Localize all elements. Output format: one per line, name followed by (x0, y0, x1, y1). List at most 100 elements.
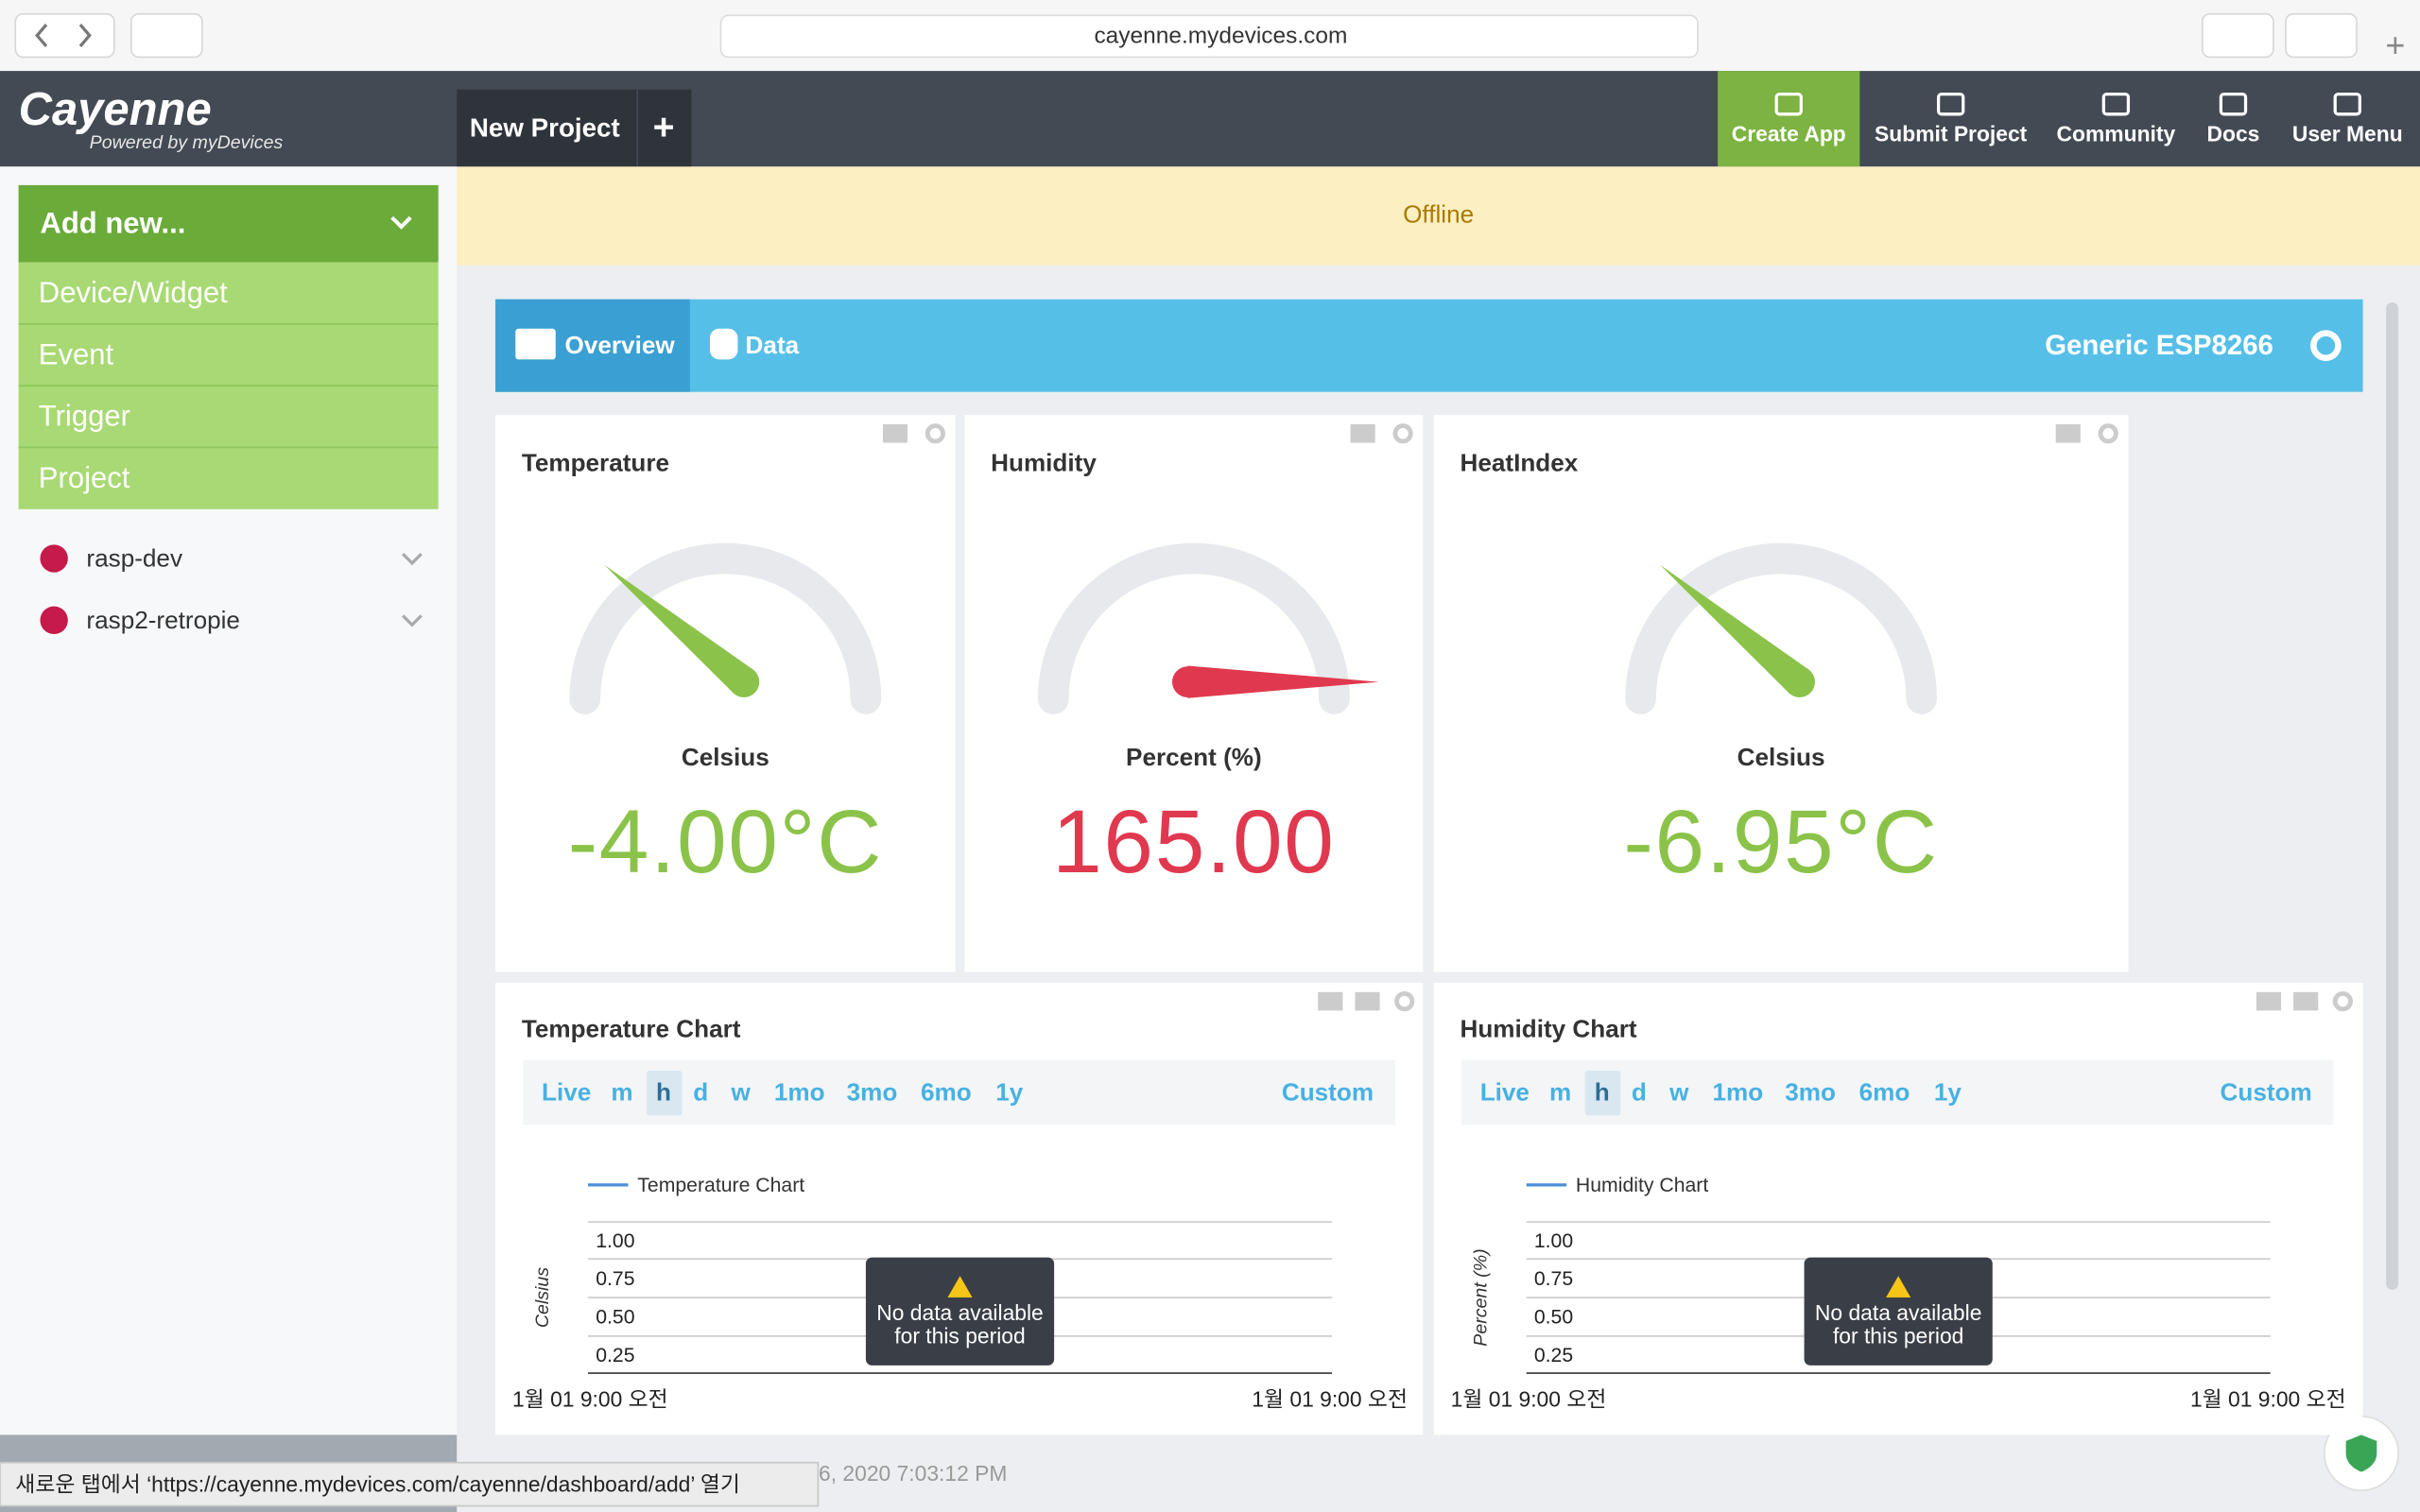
range-option[interactable]: m (1549, 1077, 1571, 1106)
chart-icon[interactable] (2293, 991, 2319, 1011)
legend-label: Temperature Chart (637, 1175, 804, 1196)
y-axis-label: Percent (%) (1471, 1248, 1492, 1346)
gauge-track (1037, 542, 1350, 714)
range-option[interactable]: 3mo (847, 1077, 898, 1106)
nav-icon (2333, 92, 2361, 116)
range-option[interactable]: 1mo (774, 1077, 825, 1106)
no-data-tooltip (865, 1257, 1055, 1366)
chart-icon[interactable] (2055, 423, 2081, 443)
nav-item[interactable]: Submit Project (1875, 122, 2028, 146)
nav-icon (2101, 92, 2131, 116)
banner-text: Offline (1403, 199, 1474, 228)
gauge-track (1625, 542, 1937, 714)
create-app[interactable] (1718, 71, 1860, 167)
menu-item[interactable]: Device/Widget (39, 276, 228, 309)
chart-title: Temperature Chart (522, 1015, 741, 1043)
needle-hub (1172, 666, 1203, 697)
gauge-needle (1660, 564, 1810, 695)
status-bar-cover (0, 1461, 820, 1507)
project-tab[interactable] (457, 89, 692, 167)
range-option[interactable]: 1y (995, 1077, 1024, 1106)
device-chevron (401, 614, 423, 627)
settings-icon[interactable] (1394, 990, 1415, 1012)
y-tick-label: 0.25 (596, 1345, 634, 1366)
chart-icon[interactable] (1350, 423, 1375, 443)
share-button[interactable] (2201, 12, 2274, 59)
needle-hub (728, 666, 760, 697)
settings-icon[interactable] (2332, 990, 2353, 1012)
download-icon[interactable] (2256, 991, 2282, 1011)
gauge-value: -6.95°C (1623, 792, 1939, 892)
data-icon (710, 328, 738, 360)
nav-item[interactable]: Community (2057, 122, 2176, 146)
settings-icon[interactable] (2098, 423, 2118, 444)
url: cayenne.mydevices.com (1094, 24, 1347, 49)
widget-title: Humidity (991, 448, 1097, 476)
nav-item[interactable]: Docs (2207, 122, 2260, 146)
range-custom[interactable]: Custom (2221, 1077, 2312, 1106)
range-option[interactable]: h (656, 1077, 671, 1106)
y-tick-label: 0.75 (1534, 1268, 1573, 1290)
range-option[interactable]: 6mo (1859, 1077, 1910, 1106)
range-option[interactable]: m (611, 1077, 632, 1106)
nav-item[interactable]: Create App (1732, 122, 1846, 146)
settings-icon[interactable] (925, 423, 945, 444)
no-data-text: No data available (1815, 1300, 1982, 1325)
tab-label[interactable]: Data (746, 331, 800, 359)
range-option[interactable]: 3mo (1785, 1077, 1836, 1106)
settings-icon[interactable] (2310, 330, 2342, 362)
tab-label[interactable]: Overview (565, 331, 676, 359)
nav-buttons[interactable] (14, 12, 115, 59)
range-option[interactable]: w (1668, 1077, 1689, 1106)
chart-icon[interactable] (882, 423, 908, 443)
tabs-button[interactable] (2285, 12, 2358, 59)
range-option[interactable]: d (1632, 1077, 1647, 1106)
url-box[interactable] (719, 14, 1699, 59)
no-data-text: No data available (876, 1300, 1044, 1325)
overview-icon (515, 328, 556, 360)
new-tab[interactable]: + (2385, 26, 2405, 64)
x-tick-label: 1월 01 9:00 오전 (1451, 1386, 1607, 1411)
chart-card (495, 983, 1424, 1435)
download-icon[interactable] (1318, 991, 1343, 1011)
range-custom[interactable]: Custom (1282, 1077, 1374, 1106)
no-data-text: for this period (1833, 1324, 1963, 1349)
y-tick-label: 0.75 (596, 1268, 634, 1290)
chart-icon[interactable] (1355, 991, 1380, 1011)
range-option[interactable]: 1mo (1713, 1077, 1764, 1106)
nav-item[interactable]: User Menu (2292, 122, 2403, 146)
device-name[interactable]: rasp-dev (86, 544, 182, 573)
device-name[interactable]: rasp2-retropie (86, 606, 240, 634)
widget-card (1433, 415, 2129, 972)
range-option[interactable]: Live (542, 1077, 591, 1106)
add-new-label[interactable]: Add new... (40, 207, 185, 240)
warning-icon (947, 1276, 973, 1298)
range-option[interactable]: 1y (1934, 1077, 1962, 1106)
y-tick-label: 1.00 (596, 1230, 634, 1252)
nav-icon (1774, 92, 1803, 116)
chart-card (1433, 983, 2363, 1435)
settings-icon[interactable] (1392, 423, 1413, 444)
menu-item[interactable]: Project (39, 461, 130, 494)
range-option[interactable]: 6mo (921, 1077, 972, 1106)
y-axis-label: Celsius (532, 1267, 553, 1328)
menu-item[interactable]: Event (39, 337, 114, 370)
range-option[interactable]: d (693, 1077, 708, 1106)
gauge-unit: Celsius (682, 743, 769, 771)
range-option[interactable]: Live (1480, 1077, 1530, 1106)
x-tick-label: 1월 01 9:00 오전 (2190, 1386, 2346, 1411)
device-icon (40, 544, 68, 573)
range-option[interactable]: w (731, 1077, 752, 1106)
range-option[interactable]: h (1595, 1077, 1610, 1106)
sidebar-button[interactable] (130, 12, 203, 59)
menu-item[interactable]: Trigger (39, 400, 130, 433)
gauge-unit: Celsius (1737, 743, 1825, 771)
add-new-button[interactable] (18, 184, 439, 263)
device-icon (40, 606, 68, 635)
y-tick-label: 0.25 (1534, 1345, 1573, 1366)
add-tab[interactable]: + (653, 107, 675, 147)
gauge-needle (604, 564, 754, 695)
project-tab-label[interactable]: New Project (470, 112, 620, 142)
range-selected (647, 1071, 683, 1116)
